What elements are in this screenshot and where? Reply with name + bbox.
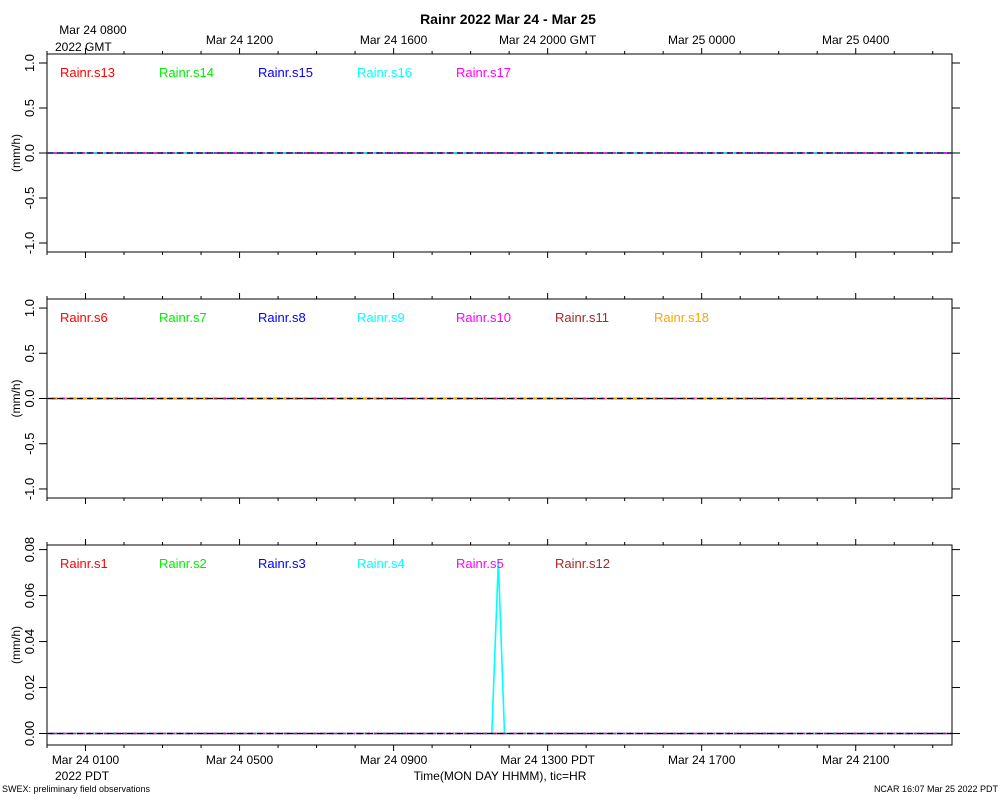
bottom-axis-tick-label: Mar 24 0500: [206, 753, 274, 767]
legend-entry: Rainr.s14: [159, 65, 214, 80]
legend-entry: Rainr.s2: [159, 556, 207, 571]
top-axis-tick-label: Mar 24 1200: [206, 33, 274, 47]
y-tick-label: 0.0: [22, 144, 37, 162]
footer-right: NCAR 16:07 Mar 25 2022 PDT: [874, 784, 999, 794]
y-tick-label: 1.0: [22, 299, 37, 317]
legend-entry: Rainr.s5: [456, 556, 504, 571]
series-line: [47, 561, 952, 735]
y-axis-label: (mm/h): [9, 134, 23, 172]
y-tick-label: 0.02: [22, 675, 37, 700]
bottom-axis-tick-label: Mar 24 0900: [360, 753, 428, 767]
bottom-axis-tick-label: Mar 24 0100: [52, 753, 120, 767]
y-tick-label: 0.08: [22, 537, 37, 562]
y-tick-label: -0.5: [22, 187, 37, 209]
top-axis-tick-label: Mar 24 1600: [360, 33, 428, 47]
y-axis-label: (mm/h): [9, 380, 23, 418]
top-axis-year: 2022 GMT: [55, 40, 112, 54]
bottom-axis-tick-label: Mar 24 1700: [668, 753, 736, 767]
bottom-axis-year: 2022 PDT: [55, 769, 110, 783]
y-tick-label: 0.5: [22, 99, 37, 117]
y-tick-label: -1.0: [22, 232, 37, 254]
legend-entry: Rainr.s16: [357, 65, 412, 80]
bottom-axis-tick-label: Mar 24 2100: [822, 753, 890, 767]
legend-entry: Rainr.s17: [456, 65, 511, 80]
plot-frame: [46, 544, 953, 746]
top-axis-tick-label: Mar 25 0000: [668, 33, 736, 47]
y-tick-label: 0.00: [22, 721, 37, 746]
y-tick-label: -1.0: [22, 478, 37, 500]
y-axis-label: (mm/h): [9, 626, 23, 664]
legend-entry: Rainr.s4: [357, 556, 405, 571]
y-tick-label: 0.5: [22, 344, 37, 362]
top-axis-tick-label: Mar 24 0800: [59, 23, 127, 37]
legend-entry: Rainr.s15: [258, 65, 313, 80]
y-tick-label: 0.06: [22, 583, 37, 608]
legend-entry: Rainr.s11: [555, 310, 609, 325]
legend-entry: Rainr.s6: [60, 310, 108, 325]
panel-1: -1.0 -0.5 0.0 0.5 1.0 (mm/h) Rainr.s13 Rainr.s1…: [9, 48, 960, 258]
bottom-axis-tick-label: Mar 24 1300 PDT: [500, 753, 595, 767]
x-axis-label: Time(MON DAY HHMM), tic=HR: [414, 769, 587, 783]
y-tick-label: -0.5: [22, 433, 37, 455]
legend-entry: Rainr.s18: [654, 310, 709, 325]
y-tick-label: 0.0: [22, 389, 37, 407]
footer-left: SWEX: preliminary field observations: [2, 784, 151, 794]
panels: Mar 24 0800 Mar 24 1200 Mar 24 1600 Mar 24 …: [9, 23, 960, 767]
y-tick-label: 1.0: [22, 54, 37, 72]
legend-entry: Rainr.s13: [60, 65, 115, 80]
legend-entry: Rainr.s3: [258, 556, 306, 571]
legend-entry: Rainr.s9: [357, 310, 405, 325]
legend-entry: Rainr.s8: [258, 310, 306, 325]
chart-title: Rainr 2022 Mar 24 - Mar 25: [420, 11, 596, 27]
legend-entry: Rainr.s7: [159, 310, 207, 325]
top-axis-tick-label: Mar 25 0400: [822, 33, 890, 47]
panel-2: -1.0 -0.5 0.0 0.5 1.0 (mm/h) Rainr.s6 Rainr.s7 R…: [9, 293, 960, 504]
top-axis-tick-label: Mar 24 2000 GMT: [499, 33, 597, 47]
legend-entry: Rainr.s12: [555, 556, 610, 571]
legend-entry: Rainr.s10: [456, 310, 511, 325]
y-tick-label: 0.04: [22, 629, 37, 654]
legend-entry: Rainr.s1: [60, 556, 108, 571]
panel-3: 0.00 0.02 0.04 0.06 0.08 (mm/h) Rainr.s1 Rainr.…: [9, 537, 960, 751]
